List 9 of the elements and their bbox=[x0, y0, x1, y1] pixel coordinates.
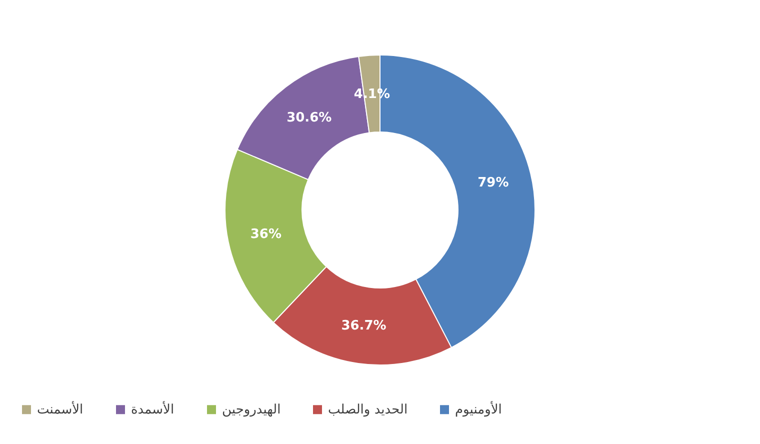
data-label: 30.6% bbox=[286, 110, 332, 126]
data-label: 79% bbox=[478, 175, 509, 190]
legend-label: الأسمدة bbox=[131, 400, 174, 418]
data-label: 36.7% bbox=[341, 318, 386, 334]
data-label: 36% bbox=[250, 226, 282, 242]
legend-label: الأومنيوم bbox=[455, 400, 502, 418]
legend-label: الحديد والصلب bbox=[328, 402, 408, 418]
legend-label: الأسمنت bbox=[37, 400, 84, 418]
legend-label: الهيدروجين bbox=[222, 402, 281, 418]
